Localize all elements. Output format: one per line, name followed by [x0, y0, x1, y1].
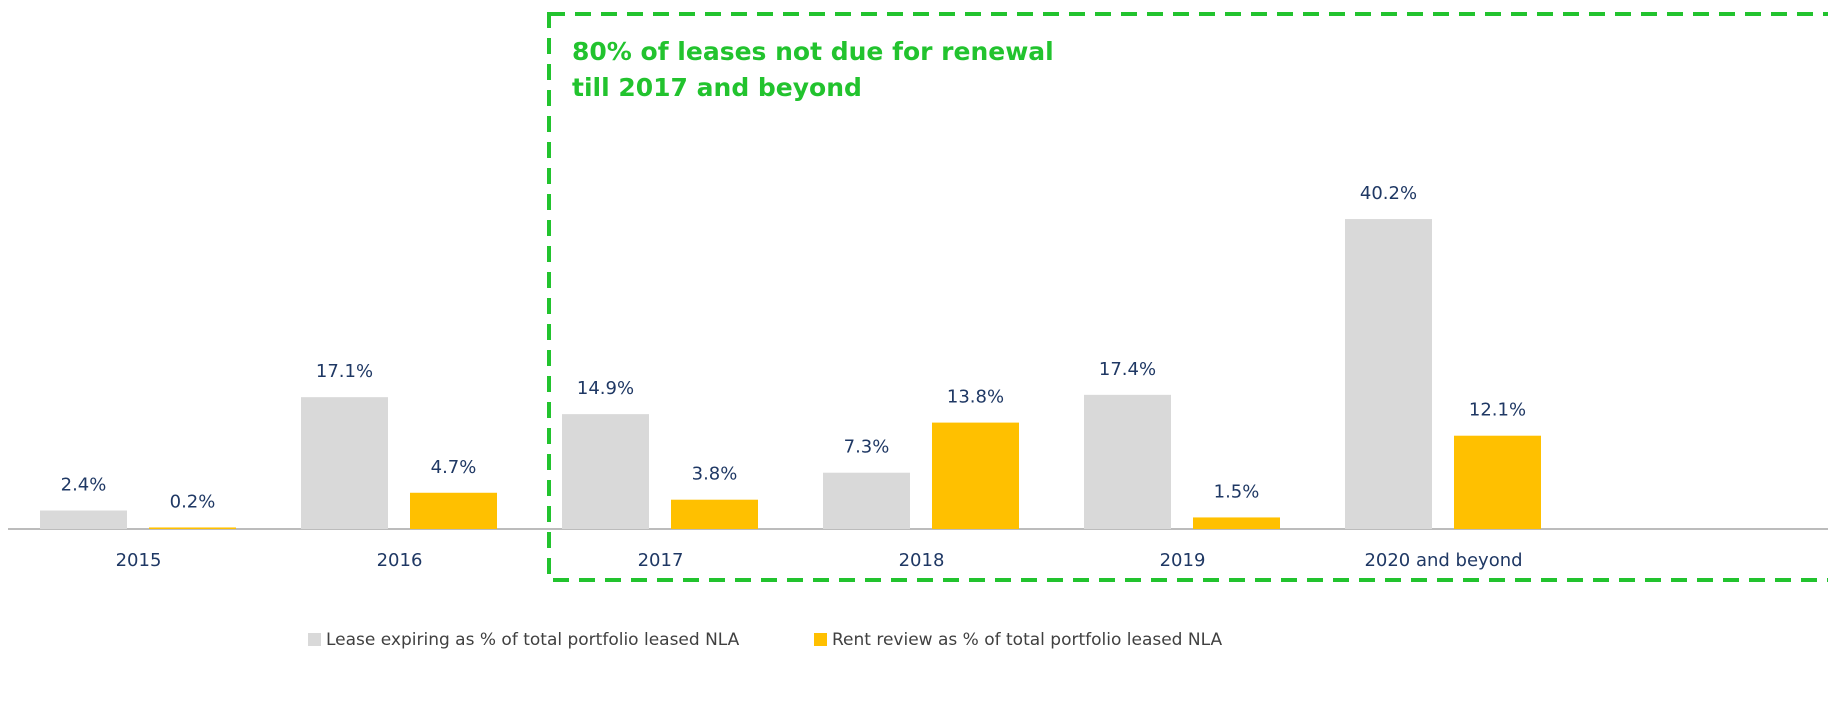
legend-swatch [308, 633, 321, 646]
x-tick-label: 2015 [116, 550, 162, 571]
data-label: 1.5% [1214, 481, 1260, 502]
bar [1454, 435, 1541, 529]
bar [40, 510, 127, 529]
data-label: 4.7% [431, 457, 477, 478]
bar [1345, 219, 1432, 530]
data-label: 17.1% [316, 361, 373, 382]
x-tick-label: 2018 [899, 550, 945, 571]
x-tick-label: 2020 and beyond [1364, 550, 1522, 571]
x-tick-label: 2016 [377, 550, 423, 571]
data-label: 0.2% [170, 491, 216, 512]
bar [301, 397, 388, 529]
bar [1084, 394, 1171, 529]
bar [149, 527, 236, 529]
data-label: 40.2% [1360, 183, 1417, 204]
data-label: 12.1% [1469, 400, 1526, 421]
x-tick-label: 2019 [1160, 550, 1206, 571]
legend-label: Rent review as % of total portfolio leas… [832, 630, 1222, 650]
highlight-box [547, 12, 1828, 582]
data-label: 17.4% [1099, 359, 1156, 380]
x-tick-label: 2017 [638, 550, 684, 571]
data-label: 3.8% [692, 464, 738, 485]
data-label: 14.9% [577, 378, 634, 399]
annotation: 80% of leases not due for renewal [572, 37, 1054, 66]
legend-label: Lease expiring as % of total portfolio l… [326, 630, 740, 650]
bar [410, 492, 497, 529]
bar [562, 414, 649, 529]
data-label: 7.3% [844, 437, 890, 458]
bar [671, 499, 758, 529]
bar [1193, 517, 1280, 529]
annotation: till 2017 and beyond [572, 73, 862, 102]
data-label: 13.8% [947, 387, 1004, 408]
legend-swatch [814, 633, 827, 646]
bar [823, 472, 910, 529]
data-label: 2.4% [61, 474, 107, 495]
bar [932, 422, 1019, 529]
